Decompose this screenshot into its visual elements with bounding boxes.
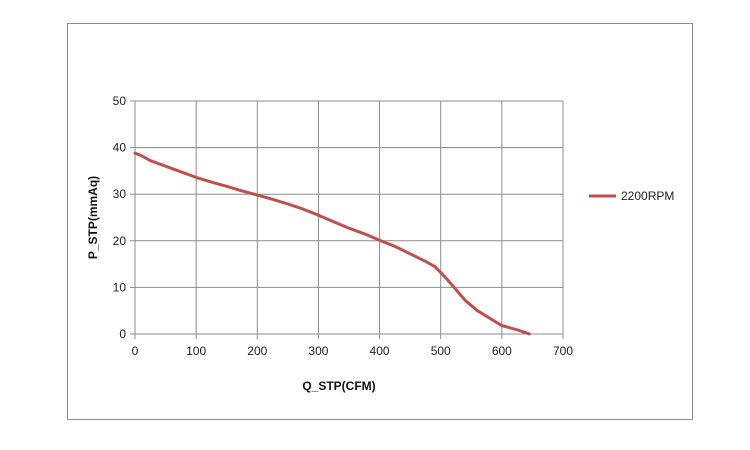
- y-tick-label-30: 30: [113, 187, 127, 201]
- y-tick-label-0: 0: [119, 327, 126, 341]
- legend: 2200RPM: [589, 189, 674, 203]
- y-tick-label-20: 20: [113, 234, 127, 248]
- grid-lines: [135, 100, 564, 334]
- chart-svg: 0 100 200 300 400 500 600 700 0 10 20 30 40 50 Q_STP(…: [86, 94, 674, 393]
- x-tick-label-500: 500: [431, 344, 451, 358]
- legend-label-2200rpm: 2200RPM: [621, 189, 674, 203]
- tick-labels: 0 100 200 300 400 500 600 700 0 10 20 30 40 50: [113, 94, 574, 358]
- x-tick-label-100: 100: [186, 344, 206, 358]
- chart-frame: 0 100 200 300 400 500 600 700 0 10 20 30 40 50 Q_STP(…: [67, 23, 693, 420]
- axes: [130, 100, 564, 339]
- x-tick-label-200: 200: [247, 344, 267, 358]
- y-axis-title: P_STP(mmAq): [86, 176, 100, 259]
- series-layer: [133, 151, 531, 336]
- y-tick-label-40: 40: [113, 141, 127, 155]
- y-tick-label-50: 50: [113, 94, 127, 108]
- x-tick-label-300: 300: [308, 344, 328, 358]
- x-axis-title: Q_STP(CFM): [302, 379, 375, 393]
- x-tick-label-600: 600: [492, 344, 512, 358]
- x-tick-label-400: 400: [370, 344, 390, 358]
- x-tick-label-0: 0: [132, 344, 139, 358]
- x-tick-label-700: 700: [553, 344, 573, 358]
- y-tick-label-10: 10: [113, 280, 127, 294]
- series-line-2200rpm: [133, 151, 531, 336]
